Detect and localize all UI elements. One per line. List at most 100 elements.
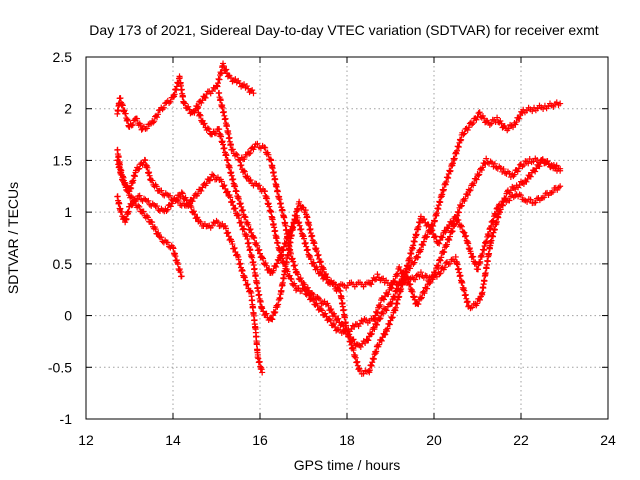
data-point-marker <box>407 265 414 272</box>
data-point-marker <box>526 156 533 163</box>
data-point-marker <box>136 192 143 199</box>
data-point-marker <box>310 291 317 298</box>
data-point-marker <box>129 121 136 128</box>
data-point-marker <box>421 216 428 223</box>
y-tick-label: 0.5 <box>53 256 73 272</box>
data-point-marker <box>190 195 197 202</box>
data-point-marker <box>281 260 288 267</box>
data-point-marker <box>262 144 269 151</box>
data-point-marker <box>475 110 482 117</box>
data-point-marker <box>168 200 175 207</box>
data-point-marker <box>389 314 396 321</box>
data-point-marker <box>314 266 321 273</box>
data-point-marker <box>242 214 249 221</box>
data-point-marker <box>442 181 449 188</box>
data-point-marker <box>440 187 447 194</box>
data-point-marker <box>491 160 498 167</box>
y-tick-label: 1.5 <box>53 152 73 168</box>
data-point-marker <box>371 326 378 333</box>
data-point-marker <box>513 118 520 125</box>
data-point-marker <box>323 276 330 283</box>
data-point-marker <box>260 255 267 262</box>
data-point-marker <box>174 261 181 268</box>
data-point-marker <box>297 275 304 282</box>
data-point-marker <box>179 190 186 197</box>
data-point-marker <box>287 275 294 282</box>
data-point-marker <box>142 196 149 203</box>
data-point-marker <box>222 67 229 74</box>
data-point-marker <box>289 223 296 230</box>
y-tick-label: 1 <box>64 204 72 220</box>
data-point-marker <box>445 225 452 232</box>
data-point-marker <box>136 165 143 172</box>
data-point-marker <box>183 197 190 204</box>
data-point-marker <box>320 266 327 273</box>
data-point-marker <box>360 370 367 377</box>
data-point-marker <box>125 187 132 194</box>
data-point-marker <box>167 98 174 105</box>
data-point-marker <box>234 152 241 159</box>
data-point-marker <box>241 213 248 220</box>
data-point-marker <box>518 192 524 199</box>
data-point-marker <box>515 165 522 172</box>
data-point-marker <box>417 246 424 253</box>
data-point-marker <box>462 195 469 202</box>
data-point-marker <box>250 90 257 97</box>
data-point-marker <box>191 211 198 218</box>
data-point-marker <box>502 195 509 202</box>
data-point-marker <box>199 97 206 104</box>
data-point-marker <box>241 168 248 175</box>
data-point-marker <box>209 131 216 138</box>
data-point-marker <box>372 312 379 319</box>
data-point-marker <box>458 202 465 209</box>
data-point-marker <box>362 340 369 347</box>
data-point-marker <box>550 161 557 168</box>
data-point-marker <box>346 331 353 338</box>
data-point-marker <box>497 206 504 213</box>
data-point-marker <box>388 285 395 292</box>
data-point-marker <box>118 208 125 215</box>
data-point-marker <box>446 168 453 175</box>
data-point-marker <box>449 160 456 167</box>
data-point-marker <box>180 99 187 106</box>
data-point-marker <box>151 201 158 208</box>
data-point-marker <box>194 214 201 221</box>
data-point-marker <box>437 257 444 264</box>
data-point-marker <box>151 118 158 125</box>
data-point-marker <box>256 182 263 189</box>
y-tick-label: -0.5 <box>48 359 72 375</box>
x-tick-label: 14 <box>165 432 181 448</box>
data-point-marker <box>181 100 188 107</box>
data-point-marker <box>294 271 301 278</box>
data-point-marker <box>197 112 204 119</box>
data-point-marker <box>540 106 547 113</box>
data-point-marker <box>497 165 504 172</box>
data-point-marker <box>506 197 513 204</box>
data-point-marker <box>380 310 387 317</box>
data-point-marker <box>368 281 375 288</box>
data-point-marker <box>235 212 242 219</box>
data-point-marker <box>424 233 431 240</box>
data-point-marker <box>129 201 136 208</box>
data-point-marker <box>371 316 378 323</box>
data-point-marker <box>431 233 438 240</box>
data-point-marker <box>469 121 476 128</box>
data-point-marker <box>439 234 446 241</box>
data-point-marker <box>259 254 266 261</box>
data-point-marker <box>164 206 171 213</box>
data-point-marker <box>188 204 195 211</box>
data-point-marker <box>383 307 390 314</box>
data-point-marker <box>328 306 335 313</box>
data-point-marker <box>254 183 261 190</box>
data-point-marker <box>247 176 254 183</box>
data-point-marker <box>247 226 254 233</box>
data-point-marker <box>166 99 173 106</box>
data-point-marker <box>473 176 480 183</box>
data-point-marker <box>376 316 383 323</box>
data-point-marker <box>377 315 384 322</box>
data-point-marker <box>516 115 523 122</box>
data-point-marker <box>473 116 480 123</box>
data-point-marker <box>287 227 294 234</box>
x-tick-label: 22 <box>513 432 529 448</box>
data-point-marker <box>220 60 227 67</box>
